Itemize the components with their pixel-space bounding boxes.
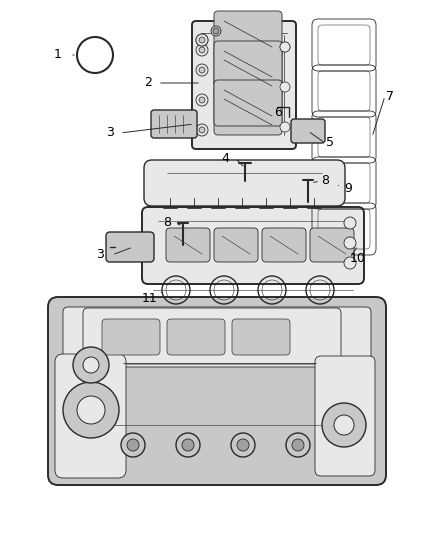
Text: 7: 7 bbox=[386, 90, 394, 102]
Circle shape bbox=[280, 82, 290, 92]
Text: 11: 11 bbox=[142, 292, 158, 304]
Circle shape bbox=[334, 415, 354, 435]
FancyBboxPatch shape bbox=[310, 228, 354, 262]
Circle shape bbox=[292, 439, 304, 451]
Circle shape bbox=[280, 42, 290, 52]
Text: 3: 3 bbox=[96, 248, 104, 262]
FancyBboxPatch shape bbox=[214, 50, 282, 96]
Circle shape bbox=[199, 47, 205, 53]
FancyBboxPatch shape bbox=[192, 21, 296, 149]
Text: 3: 3 bbox=[106, 126, 114, 140]
FancyBboxPatch shape bbox=[83, 308, 341, 364]
Text: 9: 9 bbox=[344, 182, 352, 195]
Circle shape bbox=[237, 439, 249, 451]
FancyBboxPatch shape bbox=[214, 41, 282, 87]
Circle shape bbox=[77, 396, 105, 424]
Circle shape bbox=[213, 28, 219, 34]
Circle shape bbox=[199, 37, 205, 43]
Text: 4: 4 bbox=[221, 151, 229, 165]
FancyBboxPatch shape bbox=[102, 319, 160, 355]
Circle shape bbox=[196, 94, 208, 106]
FancyBboxPatch shape bbox=[63, 307, 371, 367]
Circle shape bbox=[196, 64, 208, 76]
Circle shape bbox=[63, 382, 119, 438]
Circle shape bbox=[322, 403, 366, 447]
Text: 1: 1 bbox=[54, 49, 62, 61]
Circle shape bbox=[199, 37, 205, 43]
FancyBboxPatch shape bbox=[214, 11, 282, 57]
Circle shape bbox=[73, 347, 109, 383]
Circle shape bbox=[286, 433, 310, 457]
Text: 10: 10 bbox=[350, 252, 366, 264]
Circle shape bbox=[121, 433, 145, 457]
FancyBboxPatch shape bbox=[166, 228, 210, 262]
FancyBboxPatch shape bbox=[144, 160, 345, 206]
Circle shape bbox=[127, 439, 139, 451]
FancyBboxPatch shape bbox=[214, 80, 282, 126]
Circle shape bbox=[280, 122, 290, 132]
Circle shape bbox=[280, 42, 290, 52]
FancyBboxPatch shape bbox=[315, 356, 375, 476]
Circle shape bbox=[196, 34, 208, 46]
FancyBboxPatch shape bbox=[106, 232, 154, 262]
Circle shape bbox=[196, 44, 208, 56]
Text: 6: 6 bbox=[274, 107, 282, 119]
Circle shape bbox=[199, 97, 205, 103]
Circle shape bbox=[196, 124, 208, 136]
FancyBboxPatch shape bbox=[151, 110, 197, 138]
FancyBboxPatch shape bbox=[55, 354, 126, 478]
Text: 8: 8 bbox=[321, 174, 329, 188]
Circle shape bbox=[176, 433, 200, 457]
FancyBboxPatch shape bbox=[214, 89, 282, 135]
Circle shape bbox=[344, 237, 356, 249]
Circle shape bbox=[83, 357, 99, 373]
FancyBboxPatch shape bbox=[262, 228, 306, 262]
Text: 2: 2 bbox=[144, 77, 152, 90]
Circle shape bbox=[199, 127, 205, 133]
FancyBboxPatch shape bbox=[214, 228, 258, 262]
Circle shape bbox=[182, 439, 194, 451]
Circle shape bbox=[344, 217, 356, 229]
Text: 8: 8 bbox=[163, 216, 171, 230]
FancyBboxPatch shape bbox=[142, 207, 364, 284]
FancyBboxPatch shape bbox=[291, 119, 325, 143]
FancyBboxPatch shape bbox=[167, 319, 225, 355]
FancyBboxPatch shape bbox=[48, 297, 386, 485]
Circle shape bbox=[211, 26, 221, 36]
Circle shape bbox=[231, 433, 255, 457]
Circle shape bbox=[344, 257, 356, 269]
Circle shape bbox=[196, 34, 208, 46]
Circle shape bbox=[199, 67, 205, 73]
Text: 5: 5 bbox=[326, 136, 334, 149]
FancyBboxPatch shape bbox=[232, 319, 290, 355]
